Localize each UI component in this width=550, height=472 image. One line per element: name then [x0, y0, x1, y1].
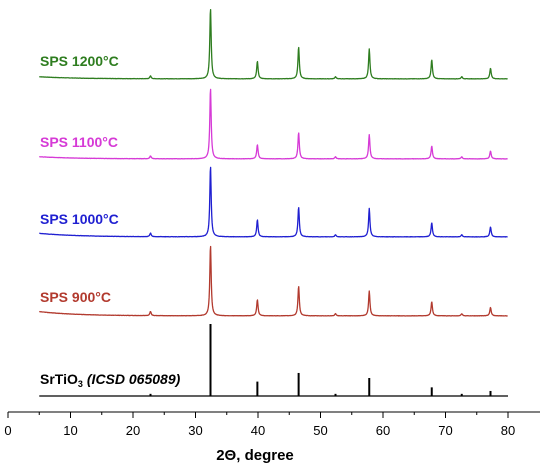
x-tick-label-60: 60 — [376, 423, 390, 438]
x-tick-label-10: 10 — [63, 423, 77, 438]
series-traces — [38, 8, 508, 397]
x-tick-label-40: 40 — [251, 423, 265, 438]
x-tick-label-70: 70 — [438, 423, 452, 438]
series-3 — [38, 166, 508, 238]
series-label-900: SPS 900°C — [40, 289, 111, 305]
series-1 — [38, 8, 508, 80]
series-label-1200: SPS 1200°C — [40, 53, 119, 69]
x-tick-label-30: 30 — [188, 423, 202, 438]
x-axis-ticks — [7, 412, 509, 418]
x-axis-title: 2Θ, degree — [216, 447, 294, 464]
ref-formula: SrTiO — [40, 371, 78, 387]
series-2 — [38, 88, 508, 160]
series-5 — [39, 324, 508, 397]
x-axis-tick-labels: 0 10 20 30 40 50 60 70 80 — [4, 423, 515, 438]
series-1-line — [38, 8, 508, 80]
x-tick-label-50: 50 — [313, 423, 327, 438]
series-label-reference: SrTiO3 (ICSD 065089) — [40, 371, 181, 389]
ref-formula-subscript: 3 — [78, 379, 83, 389]
series-label-1100: SPS 1100°C — [40, 134, 118, 150]
series-4-line — [38, 245, 508, 317]
x-tick-label-80: 80 — [501, 423, 515, 438]
x-tick-label-20: 20 — [126, 423, 140, 438]
series-label-1000: SPS 1000°C — [40, 211, 119, 227]
series-4 — [38, 245, 508, 317]
x-tick-label-0: 0 — [4, 423, 11, 438]
series-2-line — [38, 88, 508, 160]
ref-source: (ICSD 065089) — [87, 371, 181, 387]
series-3-line — [38, 166, 508, 238]
